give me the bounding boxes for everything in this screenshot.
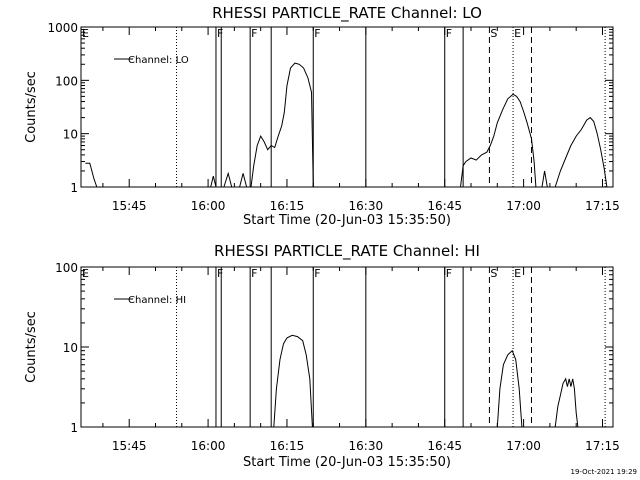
series-line: [250, 62, 314, 188]
event-marker-label: E: [82, 27, 89, 40]
x-tick-label: 17:00: [506, 439, 541, 453]
event-marker-label: E: [514, 267, 521, 280]
legend-label: Channel: LO: [128, 55, 189, 66]
chart-title: RHESSI PARTICLE_RATE Channel: LO: [212, 4, 482, 23]
series-line: [85, 162, 98, 188]
y-tick-label: 10: [63, 341, 78, 355]
series-line: [541, 170, 548, 188]
x-axis-label: Start Time (20-Jun-03 15:35:50): [243, 213, 451, 228]
x-tick-label: 16:45: [427, 199, 462, 213]
x-tick-label: 15:45: [112, 439, 147, 453]
legend-label: Channel: HI: [128, 295, 186, 306]
series-line: [273, 334, 313, 428]
event-marker-label: F: [446, 267, 452, 280]
event-marker-label: S: [490, 267, 497, 280]
series-line: [223, 171, 233, 188]
chart-panel-hi: RHESSI PARTICLE_RATE Channel: HI Start Ti…: [24, 242, 620, 470]
series-line: [496, 349, 523, 428]
x-tick-label: 16:00: [191, 199, 226, 213]
event-marker-label: E: [82, 267, 89, 280]
y-tick-label: 100: [55, 261, 78, 275]
y-axis-label: Counts/sec: [24, 311, 39, 383]
x-axis-label: Start Time (20-Jun-03 15:35:50): [243, 455, 451, 470]
event-marker-label: F: [217, 27, 223, 40]
y-tick-label: 10: [63, 128, 78, 142]
chart-panel-lo: RHESSI PARTICLE_RATE Channel: LO Start Ti…: [24, 4, 620, 228]
x-tick-label: 17:15: [585, 199, 620, 213]
y-tick-label: 1: [70, 421, 78, 435]
series-line: [554, 377, 579, 428]
plot-frame: [80, 266, 614, 428]
series-line: [239, 173, 248, 188]
y-tick-label: 1000: [47, 21, 78, 35]
x-tick-label: 17:00: [506, 199, 541, 213]
y-axis-label: Counts/sec: [24, 71, 39, 143]
y-tick-label: 1: [70, 181, 78, 195]
series-line: [210, 175, 217, 188]
event-marker-label: F: [217, 267, 223, 280]
event-marker-label: F: [251, 27, 257, 40]
series-line: [554, 116, 608, 188]
x-tick-label: 16:30: [349, 439, 384, 453]
x-tick-label: 16:15: [270, 439, 305, 453]
event-marker-label: F: [446, 27, 452, 40]
event-marker-label: F: [314, 267, 320, 280]
event-marker-label: S: [490, 27, 497, 40]
chart-title: RHESSI PARTICLE_RATE Channel: HI: [214, 242, 480, 261]
y-tick-label: 100: [55, 74, 78, 88]
series-line: [460, 93, 537, 188]
x-tick-label: 16:00: [191, 439, 226, 453]
x-tick-label: 16:15: [270, 199, 305, 213]
x-tick-label: 16:30: [349, 199, 384, 213]
footer-timestamp: 19-Oct-2021 19:29: [571, 468, 637, 476]
plot-frame: [80, 26, 614, 188]
x-tick-label: 15:45: [112, 199, 147, 213]
event-marker-label: F: [251, 267, 257, 280]
x-tick-label: 17:15: [585, 439, 620, 453]
event-marker-label: E: [514, 27, 521, 40]
x-tick-label: 16:45: [427, 439, 462, 453]
event-marker-label: F: [314, 27, 320, 40]
